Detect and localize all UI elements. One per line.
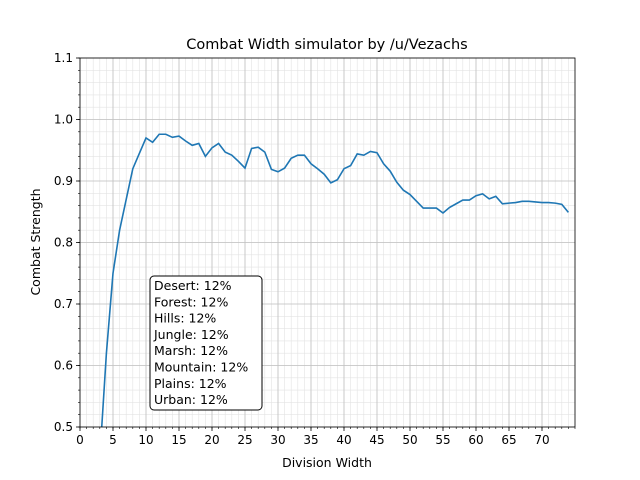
x-tick-label: 55 [435,433,450,447]
annotation-line: Desert: 12% [154,278,232,293]
x-tick-label: 45 [369,433,384,447]
series-line [100,133,570,427]
annotation-box: Desert: 12%Forest: 12% Hills: 12%Jungle: … [149,275,263,411]
ticks: 0 5 10 15 20 25 30 35 40 45 50 55 60 65 70 0.5 0.6 0.7 0.8… [54,51,576,447]
chart-title: Combat Width simulator by /u/Vezachs [186,37,467,53]
y-tick-label: 0.8 [54,236,73,250]
annotation-line: Urban: 12% [154,392,228,407]
x-tick-label: 0 [76,433,84,447]
annotation-line: Hills: 12% [154,311,216,326]
x-tick-label: 25 [237,433,252,447]
annotation-line: Jungle: 12% [153,327,229,342]
x-tick-label: 20 [204,433,219,447]
x-axis-label: Division Width [282,455,372,470]
y-tick-label: 0.7 [54,297,73,311]
y-tick-label: 0.5 [54,420,73,434]
annotation-line: Plains: 12% [154,376,227,391]
y-tick-label: 1.1 [54,51,73,65]
annotation-line: Mountain: 12% [154,360,248,375]
x-tick-label: 65 [501,433,516,447]
x-tick-label: 30 [270,433,285,447]
x-tick-label: 10 [138,433,153,447]
y-axis-label: Combat Strength [28,188,43,295]
x-tick-label: 5 [109,433,117,447]
x-tick-label: 35 [303,433,318,447]
annotation-line: Forest: 12% [154,294,228,309]
x-tick-label: 40 [336,433,351,447]
y-tick-label: 1.0 [54,113,73,127]
x-tick-label: 70 [534,433,549,447]
y-tick-label: 0.9 [54,174,73,188]
annotation-line: Marsh: 12% [154,343,228,358]
x-tick-label: 60 [468,433,483,447]
x-tick-label: 15 [171,433,186,447]
x-tick-label: 50 [402,433,417,447]
y-tick-label: 0.6 [54,359,73,373]
